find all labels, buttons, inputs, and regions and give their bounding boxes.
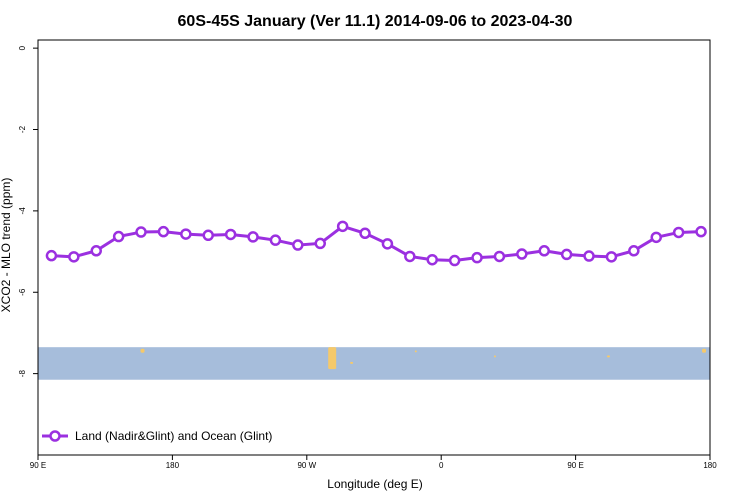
data-point xyxy=(68,251,80,263)
x-tick-label: 90 W xyxy=(297,461,316,470)
land-patch xyxy=(140,348,145,353)
land-patch xyxy=(702,348,707,353)
data-point xyxy=(381,238,394,250)
x-tick-label: 0 xyxy=(439,461,444,470)
data-point xyxy=(314,237,326,250)
land-patch xyxy=(414,350,417,353)
series-line xyxy=(51,224,702,263)
x-tick-label: 180 xyxy=(166,461,180,470)
y-tick-label: -4 xyxy=(18,207,27,215)
data-point xyxy=(90,245,102,257)
y-axis: 0 -2 -4 -6 -8 xyxy=(18,45,38,377)
x-tick-label: 90 E xyxy=(30,461,46,470)
data-point xyxy=(247,231,259,243)
data-point xyxy=(448,254,461,267)
data-point xyxy=(157,225,170,238)
data-point xyxy=(426,253,438,266)
data-point xyxy=(471,251,483,264)
x-tick-label: 180 xyxy=(703,461,717,470)
land-patch xyxy=(328,347,337,370)
y-tick-label: 0 xyxy=(18,45,27,50)
plot-frame xyxy=(37,39,711,456)
data-point xyxy=(404,250,416,263)
y-tick-label: -2 xyxy=(18,125,27,133)
legend-label: Land (Nadir&Glint) and Ocean (Glint) xyxy=(75,429,272,443)
data-point xyxy=(628,245,640,257)
data-point xyxy=(292,239,304,251)
data-point xyxy=(583,250,595,262)
data-point xyxy=(45,249,58,262)
series-layer xyxy=(45,220,707,267)
chart-title: 60S-45S January (Ver 11.1) 2014-09-06 to… xyxy=(178,13,573,30)
y-axis-label: XCO2 - MLO trend (ppm) xyxy=(0,178,13,313)
map-strip xyxy=(38,347,710,380)
data-point xyxy=(180,228,192,240)
legend: Land (Nadir&Glint) and Ocean (Glint) xyxy=(42,429,272,443)
data-point xyxy=(516,248,528,260)
x-axis-label: Longitude (deg E) xyxy=(327,477,422,491)
ocean-band xyxy=(38,347,710,380)
data-point xyxy=(695,225,707,238)
x-tick-label: 90 E xyxy=(567,461,583,470)
y-tick-label: -6 xyxy=(18,288,27,296)
data-point xyxy=(224,228,237,241)
data-point xyxy=(605,251,618,263)
y-tick-label: -8 xyxy=(18,370,27,378)
data-point xyxy=(560,248,573,261)
land-patch xyxy=(350,361,354,364)
x-axis: 90 E 180 90 W 0 90 E 180 xyxy=(30,455,717,470)
land-patch xyxy=(493,355,496,358)
data-point xyxy=(672,226,685,239)
data-point xyxy=(269,234,282,246)
data-point xyxy=(202,229,214,242)
legend-marker xyxy=(49,430,61,442)
data-point xyxy=(493,250,506,263)
data-point xyxy=(359,227,371,240)
land-patch xyxy=(606,355,610,358)
data-point xyxy=(650,231,662,244)
data-point xyxy=(336,220,349,233)
data-point xyxy=(135,226,147,238)
data-point xyxy=(538,245,550,257)
data-point xyxy=(112,230,125,243)
